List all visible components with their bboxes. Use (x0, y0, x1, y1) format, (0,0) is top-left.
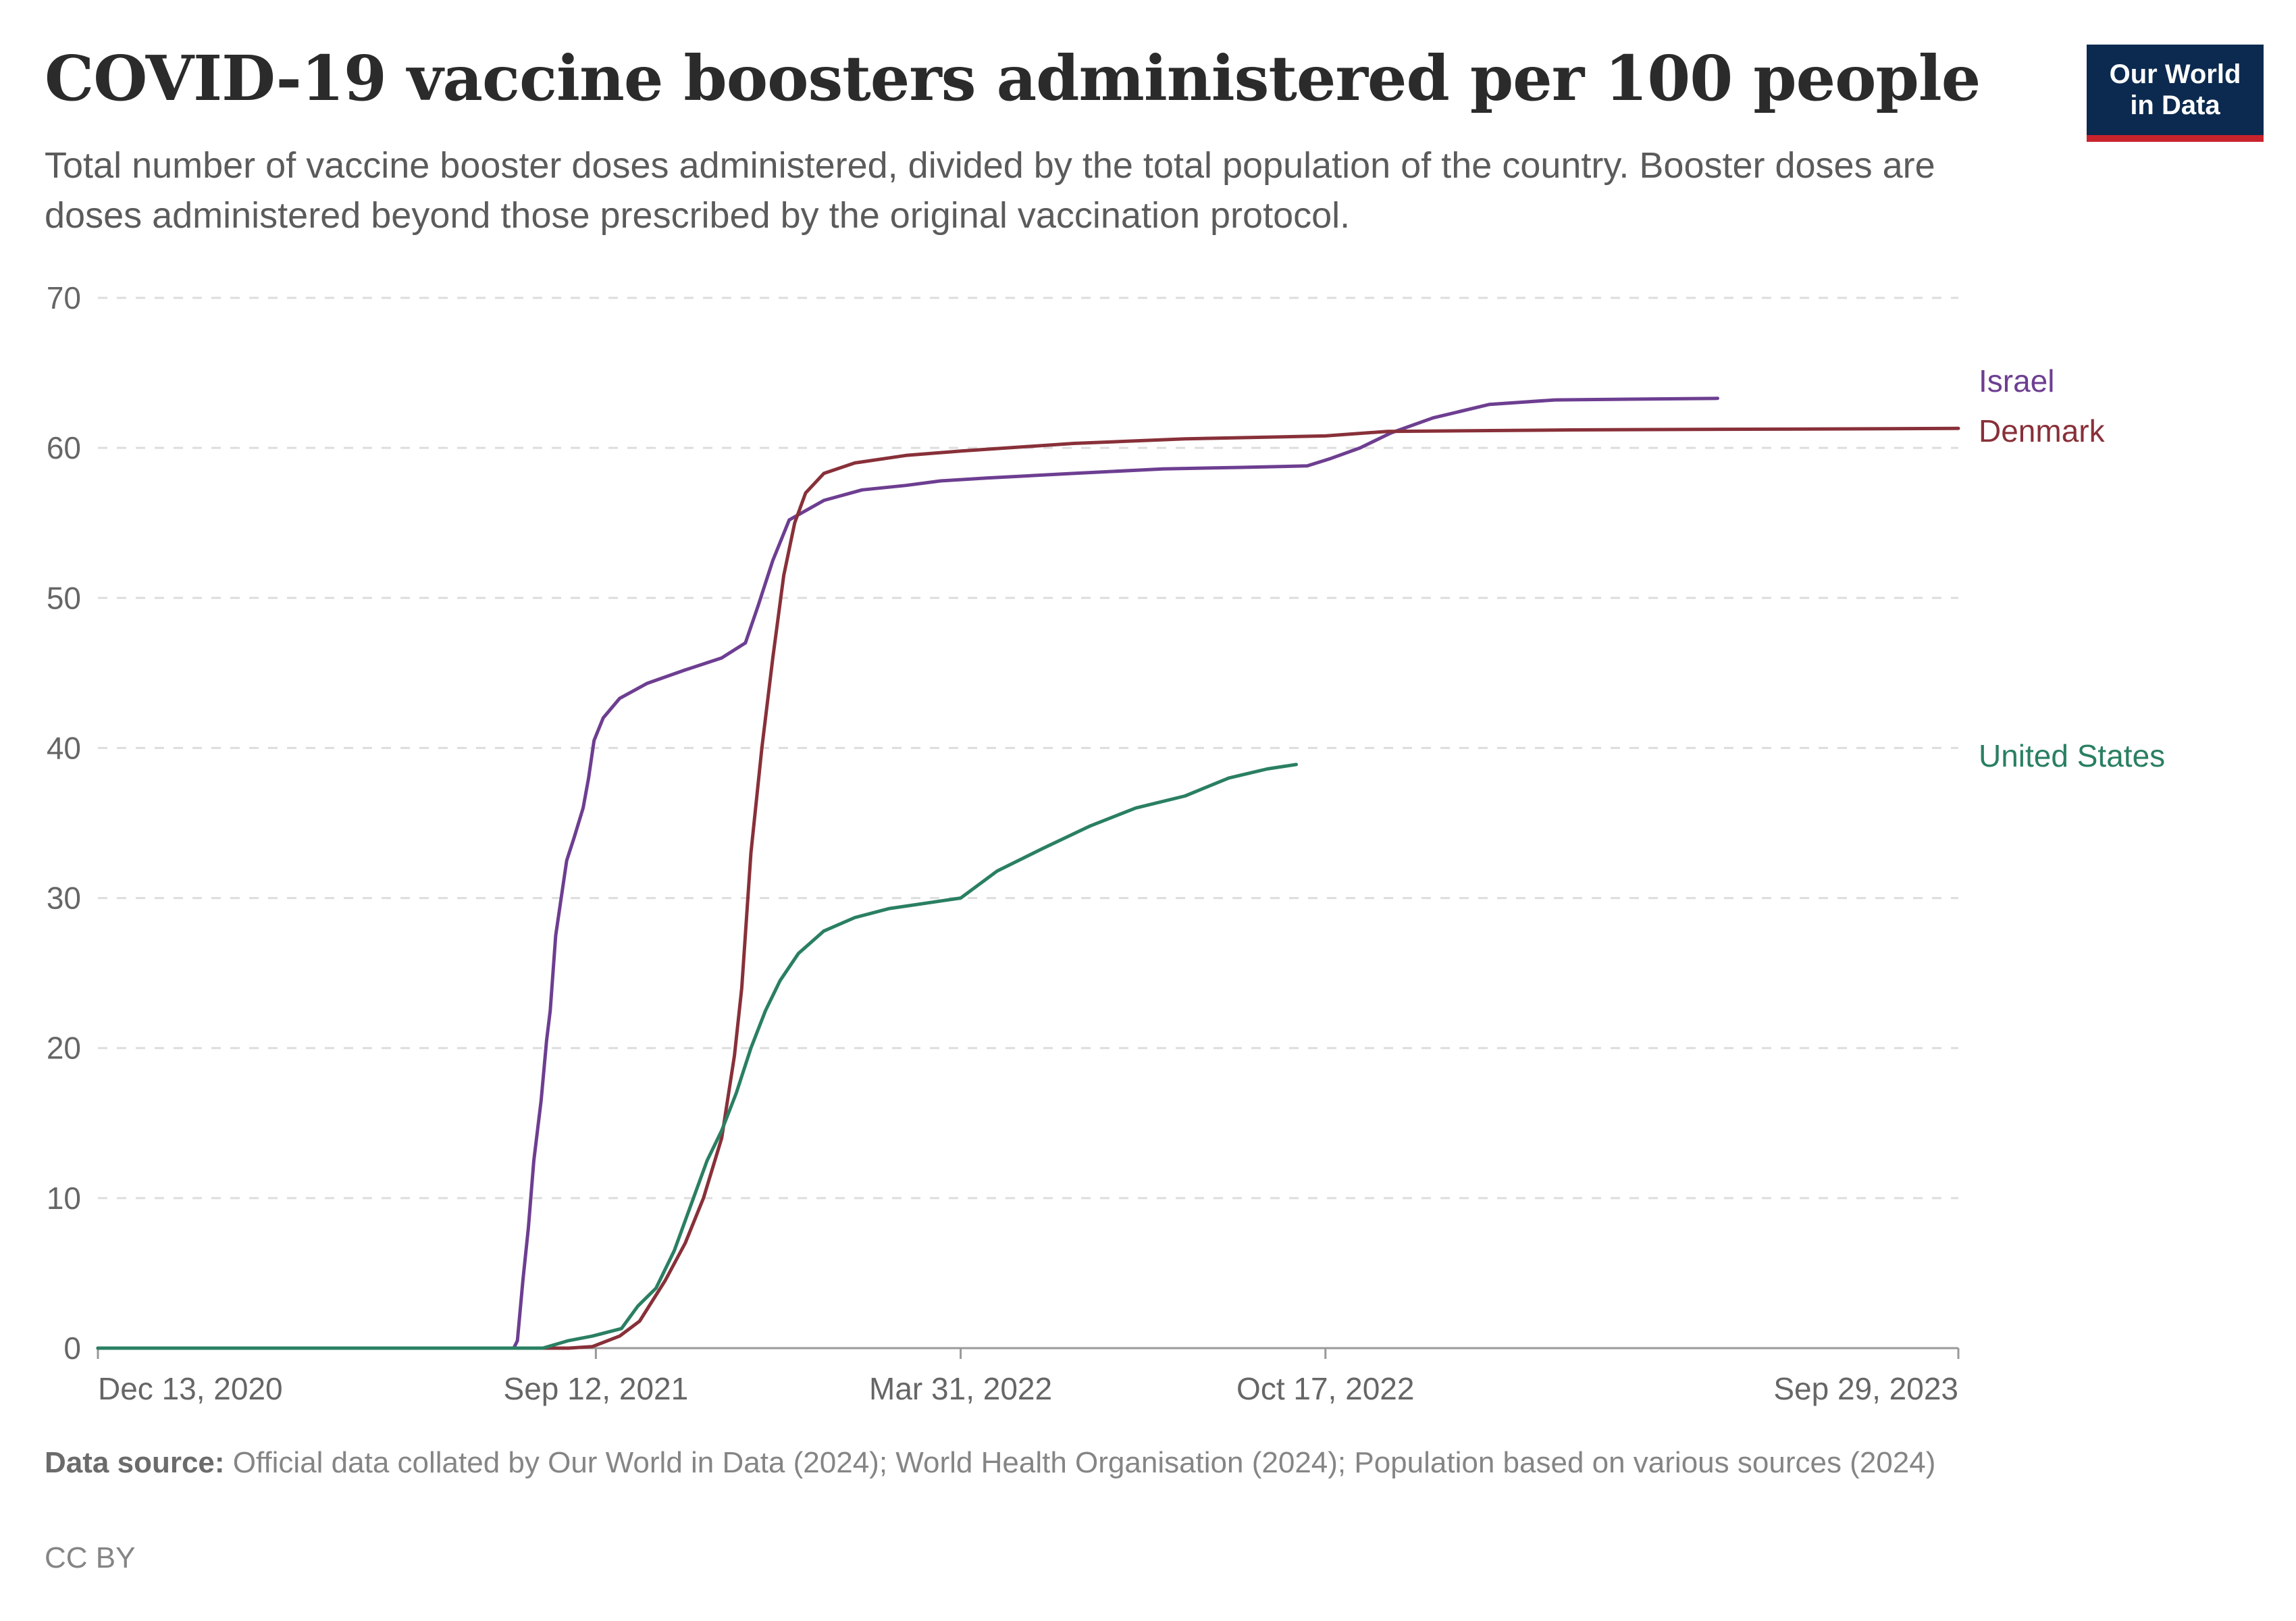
x-tick-label-2: Mar 31, 2022 (869, 1371, 1052, 1406)
series-line-united-states[interactable] (96, 763, 1298, 1350)
y-tick-label-20: 20 (47, 1031, 81, 1066)
owid-logo[interactable]: Our World in Data (2087, 45, 2264, 142)
y-tick-label-40: 40 (47, 730, 81, 765)
y-tick-label-30: 30 (47, 881, 81, 916)
series-labels: Israel Denmark United States (1979, 363, 2165, 773)
logo-line-2: in Data (2130, 91, 2220, 120)
logo-line-1: Our World (2109, 59, 2241, 89)
data-source-label: Data source: (45, 1446, 225, 1479)
series-line-denmark[interactable] (96, 426, 1960, 1350)
y-tick-label-70: 70 (47, 280, 81, 315)
x-tick-label-0: Dec 13, 2020 (98, 1371, 283, 1406)
y-tick-label-60: 60 (47, 430, 81, 465)
x-tick-label-4: Sep 29, 2023 (1773, 1371, 1958, 1406)
y-tick-label-0: 0 (63, 1331, 81, 1366)
gridlines (98, 297, 1958, 1200)
series-label-denmark[interactable]: Denmark (1979, 413, 2106, 448)
chart-title: COVID-19 vaccine boosters administered p… (45, 42, 1981, 115)
series-label-israel[interactable]: Israel (1979, 363, 2054, 398)
chart-subtitle: Total number of vaccine booster doses ad… (45, 145, 1935, 236)
x-tick-label-3: Oct 17, 2022 (1236, 1371, 1414, 1406)
series-lines (96, 396, 1960, 1350)
series-line-israel[interactable] (96, 396, 1719, 1350)
series-label-united-states[interactable]: United States (1979, 738, 2165, 773)
axes: 0 10 20 30 40 50 60 70 Dec 13, 2020 Sep 12, 2021 M… (47, 280, 1960, 1406)
y-tick-label-50: 50 (47, 580, 81, 615)
data-source-text: Official data collated by Our World in D… (224, 1446, 1936, 1479)
x-tick-label-1: Sep 12, 2021 (504, 1371, 689, 1406)
license-label: CC BY (45, 1541, 136, 1574)
data-source-note: Data source: Official data collated by O… (45, 1442, 2192, 1484)
y-tick-label-10: 10 (47, 1181, 81, 1216)
